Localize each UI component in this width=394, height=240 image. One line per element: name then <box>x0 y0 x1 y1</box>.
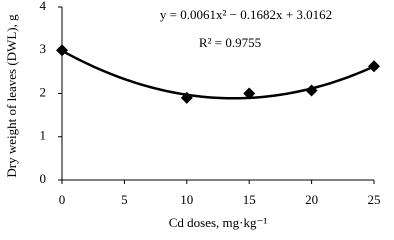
y-tick-label: 4 <box>40 0 47 13</box>
x-tick-label: 15 <box>243 192 256 207</box>
data-point <box>368 60 380 73</box>
trend-equation: y = 0.0061x² − 0.1682x + 3.0162 <box>160 7 332 22</box>
x-axis-label: Cd doses, mg·kg⁻¹ <box>169 215 268 230</box>
y-tick-label: 1 <box>40 128 47 143</box>
data-point <box>305 84 318 97</box>
y-tick-label: 0 <box>40 171 47 186</box>
x-tick-label: 20 <box>305 192 318 207</box>
data-point <box>243 87 256 100</box>
trendline <box>61 49 375 100</box>
y-axis-label: Dry weight of leaves (DWL), g <box>4 14 19 178</box>
x-tick-label: 10 <box>180 192 193 207</box>
data-point <box>180 91 193 104</box>
x-tick-label: 25 <box>368 192 381 207</box>
x-tick-label: 0 <box>59 192 66 207</box>
y-tick-label: 3 <box>40 41 47 56</box>
r-squared: R² = 0.9755 <box>199 35 261 50</box>
x-tick-label: 5 <box>121 192 128 207</box>
data-point <box>56 44 68 57</box>
y-tick-label: 2 <box>40 84 47 99</box>
